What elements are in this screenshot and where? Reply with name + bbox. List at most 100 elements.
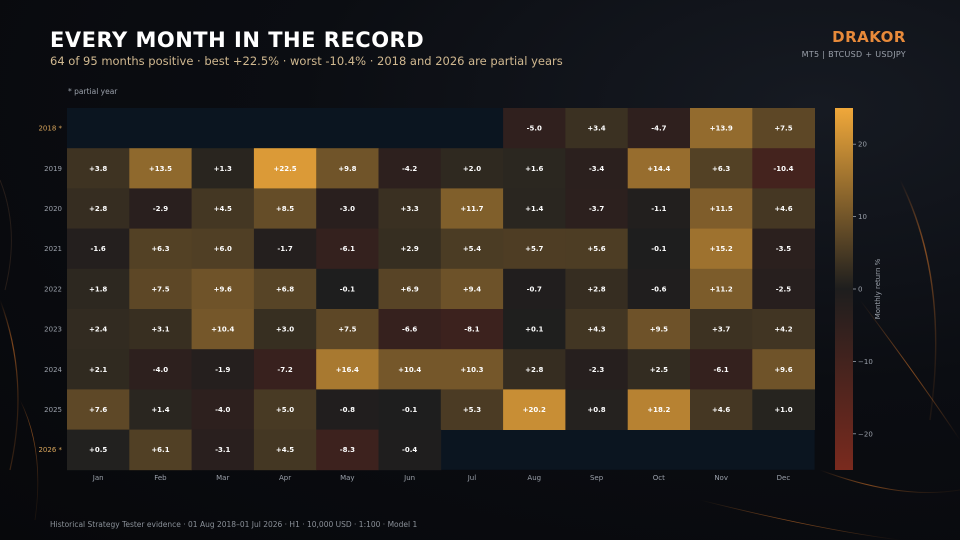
heatmap-cell [67, 228, 130, 270]
heatmap-cell [316, 429, 379, 471]
heatmap-cell [503, 309, 566, 350]
heatmap-cell [191, 429, 255, 471]
cell-value-label: -6.1 [713, 366, 728, 374]
cell-value-label: +4.5 [276, 446, 294, 454]
colorbar-gradient [835, 108, 853, 470]
heatmap-cell [690, 309, 753, 350]
heatmap-cell [316, 228, 379, 270]
heatmap-cell [253, 268, 317, 310]
cell-value-label: +0.8 [587, 406, 605, 414]
cell-value-label: +6.3 [712, 165, 730, 173]
month-label: Apr [279, 474, 291, 482]
cell-value-label: +3.3 [401, 205, 419, 213]
heatmap-cell [627, 309, 691, 350]
cell-value-label: -1.9 [215, 366, 230, 374]
heatmap-cell [752, 148, 815, 189]
heatmap-cell [565, 228, 629, 270]
heatmap-cell [316, 188, 379, 229]
cell-value-label: +13.5 [149, 165, 172, 173]
heatmap-cell [253, 429, 317, 471]
heatmap-cell [627, 228, 691, 270]
heatmap-cell [378, 429, 442, 471]
heatmap-cell [316, 389, 379, 430]
cell-value-label: -8.1 [464, 326, 479, 334]
cell-value-label: +2.8 [587, 285, 605, 293]
heatmap-cell [253, 309, 317, 350]
cell-value-label: +5.6 [587, 245, 605, 253]
month-label: Jun [403, 474, 415, 482]
heatmap-cell [690, 349, 753, 390]
heatmap-cell [253, 228, 317, 270]
month-label: Sep [590, 474, 604, 482]
heatmap-cell [565, 188, 629, 229]
cell-value-label: +5.4 [463, 245, 481, 253]
year-label: 2024 [44, 366, 62, 374]
heatmap-cell [503, 108, 566, 149]
chart-subtitle: 64 of 95 months positive · best +22.5% ·… [50, 54, 563, 68]
heatmap-cell [191, 148, 255, 189]
cell-value-label: -2.9 [153, 205, 168, 213]
cell-value-label: +2.8 [89, 205, 107, 213]
heatmap-cell [378, 309, 442, 350]
cell-value-label: +11.7 [460, 205, 483, 213]
cell-value-label: +7.5 [774, 125, 792, 133]
heatmap-cell [565, 389, 629, 430]
cell-value-label: +5.3 [463, 406, 481, 414]
cell-value-label: -3.5 [776, 245, 791, 253]
cell-value-label: -4.7 [651, 125, 666, 133]
colorbar-tick-label: −10 [858, 358, 873, 366]
colorbar-tick-label: 20 [858, 141, 867, 149]
heatmap-cell [565, 148, 629, 189]
heatmap-cell [627, 108, 691, 149]
heatmap-cell [752, 349, 815, 390]
heatmap-cell [627, 188, 691, 229]
cell-value-label: -3.0 [340, 205, 355, 213]
month-label: May [340, 474, 354, 482]
cell-value-label: +9.6 [214, 285, 232, 293]
cell-value-label: +13.9 [710, 125, 733, 133]
heatmap-cell [378, 188, 442, 229]
year-label: 2025 [44, 406, 62, 414]
heatmap-cell [627, 268, 691, 310]
heatmap-cell [503, 268, 566, 310]
month-label: Aug [527, 474, 541, 482]
heatmap-cell [67, 349, 130, 390]
month-labels: Jan Feb Mar Apr May Jun Jul Aug Sep Oct Nov Dec [92, 474, 791, 482]
cell-value-label: +3.1 [151, 326, 169, 334]
cell-value-label: +8.5 [276, 205, 294, 213]
heatmap-cell [752, 108, 815, 149]
heatmap-cell [67, 389, 130, 430]
cell-value-label: +0.5 [89, 446, 107, 454]
cell-value-label: -3.1 [215, 446, 230, 454]
cell-value-label: +11.5 [710, 205, 733, 213]
month-label: Nov [714, 474, 728, 482]
colorbar-label: Monthly return % [874, 258, 882, 319]
cell-value-label: +3.8 [89, 165, 107, 173]
cell-value-label: +2.4 [89, 326, 107, 334]
heatmap-cell [503, 148, 566, 189]
heatmap-cell [253, 389, 317, 430]
heatmap-cell [565, 108, 629, 149]
cell-value-label: +7.5 [338, 326, 356, 334]
cell-value-label: -0.4 [402, 446, 417, 454]
heatmap-cell [129, 309, 192, 350]
colorbar: 20 10 0 −10 −20 Monthly return % [835, 108, 882, 470]
cell-value-label: +1.4 [151, 406, 169, 414]
heatmap-cell [67, 148, 130, 189]
month-label: Oct [653, 474, 665, 482]
heatmap-cell [690, 389, 753, 430]
cell-value-label: +2.1 [89, 366, 107, 374]
cell-value-label: +11.2 [710, 285, 733, 293]
cell-value-label: +16.4 [336, 366, 359, 374]
cell-value-label: +4.6 [774, 205, 792, 213]
cell-value-label: +15.2 [710, 245, 733, 253]
heatmap-cell [253, 188, 317, 229]
cell-value-label: +5.0 [276, 406, 294, 414]
cell-value-label: -4.0 [215, 406, 230, 414]
heatmap-cell [378, 349, 442, 390]
heatmap-cell [440, 228, 504, 270]
heatmap-cell [378, 148, 442, 189]
cell-value-label: +1.3 [214, 165, 232, 173]
cell-value-label: +9.4 [463, 285, 481, 293]
heatmap-cell [129, 228, 192, 270]
